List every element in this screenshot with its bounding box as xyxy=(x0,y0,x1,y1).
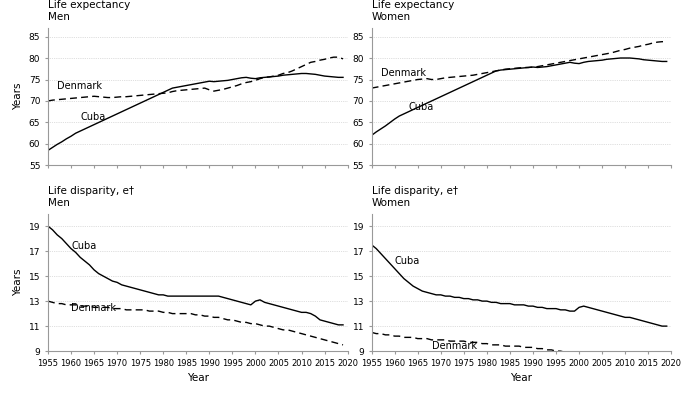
Text: Life disparity, e†: Life disparity, e† xyxy=(371,186,458,196)
Text: Denmark: Denmark xyxy=(381,68,426,78)
X-axis label: Year: Year xyxy=(510,373,532,383)
Text: Denmark: Denmark xyxy=(432,341,477,351)
Y-axis label: Years: Years xyxy=(13,269,23,296)
Text: Life expectancy: Life expectancy xyxy=(371,0,454,10)
Text: Life expectancy: Life expectancy xyxy=(48,0,130,10)
Text: Denmark: Denmark xyxy=(57,81,102,91)
Text: Women: Women xyxy=(371,198,411,208)
Text: Cuba: Cuba xyxy=(395,256,420,266)
Text: Cuba: Cuba xyxy=(408,102,434,112)
Text: Denmark: Denmark xyxy=(71,303,116,313)
Text: Men: Men xyxy=(48,198,70,208)
Text: Life disparity, e†: Life disparity, e† xyxy=(48,186,134,196)
X-axis label: Year: Year xyxy=(187,373,209,383)
Text: Cuba: Cuba xyxy=(71,241,97,251)
Text: Men: Men xyxy=(48,12,70,22)
Y-axis label: Years: Years xyxy=(13,83,23,111)
Text: Cuba: Cuba xyxy=(80,113,105,122)
Text: Women: Women xyxy=(371,12,411,22)
